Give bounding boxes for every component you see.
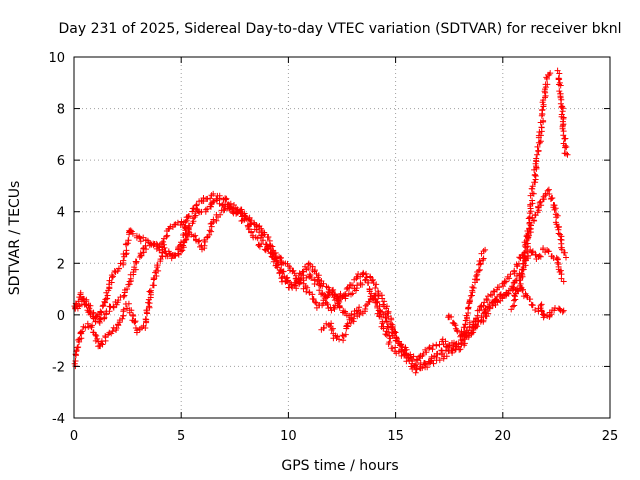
marker-path: [508, 70, 554, 313]
marker-path: [554, 67, 571, 158]
chart-title: Day 231 of 2025, Sidereal Day-to-day VTE…: [59, 21, 622, 37]
y-tick-label: 2: [57, 257, 65, 272]
x-tick-label: 5: [177, 429, 185, 444]
series-trace-7: [554, 67, 571, 158]
y-tick-label: 6: [57, 154, 65, 169]
series-trace-6: [508, 70, 554, 313]
x-tick-label: 10: [280, 429, 297, 444]
x-tick-label: 0: [70, 429, 78, 444]
y-axis-label: SDTVAR / TECUs: [7, 181, 23, 296]
y-tick-label: 10: [48, 51, 65, 66]
marker-path: [72, 195, 539, 364]
series-trace-5: [445, 246, 489, 339]
series-trace-8: [535, 301, 567, 321]
series-trace-4: [318, 304, 363, 344]
marker-path: [71, 186, 569, 372]
y-tick-label: 8: [57, 103, 65, 118]
y-tick-label: -2: [52, 360, 65, 375]
x-axis-label: GPS time / hours: [281, 458, 398, 474]
grid-lines: [74, 57, 610, 418]
x-tick-label: 25: [602, 429, 619, 444]
series-trace-3: [72, 195, 539, 364]
marker-path: [445, 246, 489, 339]
y-tick-label: 0: [57, 309, 65, 324]
data-markers: [71, 67, 571, 376]
y-tick-label: -4: [52, 412, 65, 427]
x-tick-label: 15: [387, 429, 404, 444]
series-trace-1: [71, 186, 569, 372]
marker-path: [535, 301, 567, 321]
plot-frame: [73, 56, 611, 419]
y-tick-label: 4: [57, 206, 65, 221]
marker-path: [318, 304, 363, 344]
axis-ticks: 0 5 10 15 20 25 -4 -2 0 2 4 6 8 10: [48, 51, 618, 444]
x-tick-label: 20: [495, 429, 512, 444]
